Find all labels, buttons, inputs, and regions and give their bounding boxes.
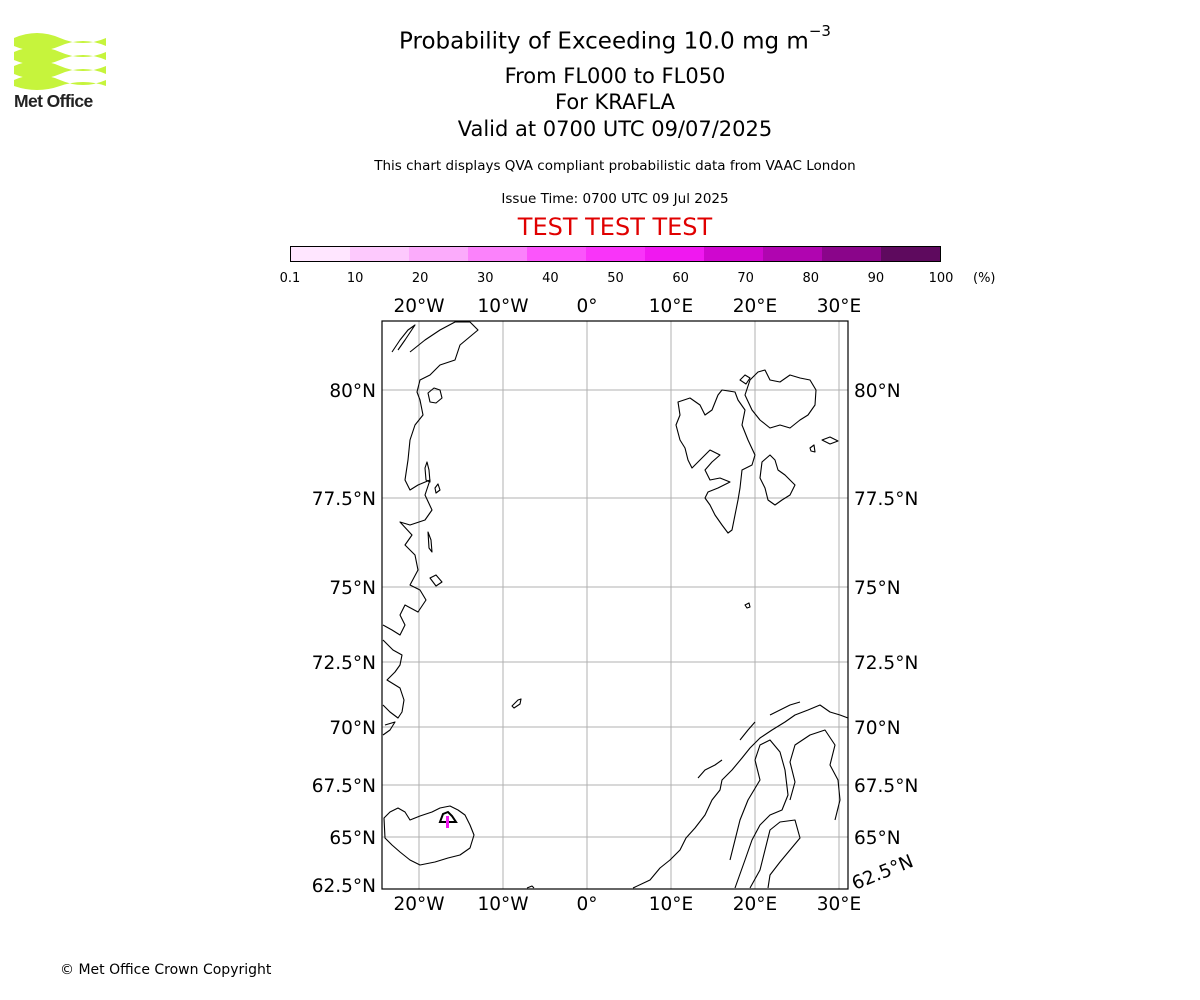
colorbar-tick-label: 100 bbox=[928, 271, 954, 286]
copyright-notice: © Met Office Crown Copyright bbox=[60, 962, 272, 978]
colorbar-segment bbox=[822, 247, 881, 261]
colorbar-tick-label: 30 bbox=[477, 271, 494, 286]
issue-time: Issue Time: 0700 UTC 09 Jul 2025 bbox=[501, 191, 729, 207]
greenland-island bbox=[434, 483, 441, 494]
lon-label-bottom: 0° bbox=[576, 894, 597, 915]
colorbar-segment bbox=[291, 247, 350, 261]
valid-time: Valid at 0700 UTC 09/07/2025 bbox=[457, 117, 773, 141]
chart-title: Probability of Exceeding 10.0 mg m−3 bbox=[0, 22, 1200, 55]
met-office-waves-icon bbox=[14, 33, 106, 90]
logo-text: Met Office bbox=[14, 91, 93, 111]
lat-label-right: 67.5°N bbox=[854, 776, 918, 797]
colorbar-tick-label: 90 bbox=[867, 271, 885, 286]
colorbar-segment bbox=[645, 247, 704, 261]
colorbar-unit: (%) bbox=[973, 271, 996, 286]
colorbar-tick-label: 0.1 bbox=[279, 271, 301, 286]
axis-labels: 20°W 10°W 0° 10°E 20°E 30°E 20°W 10°W 0° 10°E 20°E… bbox=[312, 296, 919, 915]
lat-label-left: 77.5°N bbox=[312, 489, 376, 510]
lat-label-corner: 62.5°N bbox=[849, 851, 916, 895]
volcano-name: For KRAFLA bbox=[555, 90, 675, 114]
ash-probability-area bbox=[438, 810, 458, 828]
bear-island bbox=[744, 602, 751, 609]
lat-label-left: 70°N bbox=[329, 718, 376, 739]
lat-label-left: 65°N bbox=[329, 828, 376, 849]
iceland-coast bbox=[383, 805, 475, 866]
map-frame bbox=[381, 320, 849, 890]
colorbar-segment bbox=[763, 247, 822, 261]
svalbard-coast bbox=[744, 369, 817, 429]
greenland-island bbox=[427, 387, 443, 404]
greenland-island bbox=[429, 574, 443, 587]
probability-colorbar bbox=[290, 246, 941, 262]
flight-level-range: From FL000 to FL050 bbox=[504, 64, 726, 88]
svalbard-island bbox=[809, 444, 816, 453]
met-office-logo: Met Office bbox=[14, 30, 106, 112]
colorbar-tick-label: 50 bbox=[607, 271, 624, 286]
svalbard-island bbox=[739, 374, 751, 385]
lon-label-top: 10°W bbox=[477, 296, 528, 317]
colorbar-tick-label: 10 bbox=[346, 271, 364, 286]
disclaimer-text: This chart displays QVA compliant probab… bbox=[374, 158, 856, 174]
krafla-contour bbox=[438, 810, 458, 823]
colorbar-segment bbox=[409, 247, 468, 261]
lat-label-right: 72.5°N bbox=[854, 653, 918, 674]
lat-label-right: 75°N bbox=[854, 578, 901, 599]
title-exponent: −3 bbox=[808, 22, 831, 40]
lat-label-left: 75°N bbox=[329, 578, 376, 599]
colorbar-segment bbox=[881, 247, 940, 261]
colorbar-tick-label: 40 bbox=[542, 271, 559, 286]
northern-coast-fragment bbox=[526, 885, 535, 889]
lon-label-bottom: 20°W bbox=[393, 894, 444, 915]
sweden-finland-border bbox=[729, 729, 841, 889]
lon-label-top: 20°W bbox=[393, 296, 444, 317]
colorbar-segment bbox=[468, 247, 527, 261]
lon-label-top: 20°E bbox=[733, 296, 777, 317]
lat-label-right: 77.5°N bbox=[854, 489, 918, 510]
greenland-island bbox=[427, 531, 433, 553]
colorbar-tick-label: 70 bbox=[737, 271, 754, 286]
graticule bbox=[382, 321, 848, 889]
colorbar-segment bbox=[704, 247, 763, 261]
colorbar-tick-label: 80 bbox=[802, 271, 820, 286]
colorbar-segment bbox=[586, 247, 645, 261]
lat-label-left: 62.5°N bbox=[312, 876, 376, 897]
ash-probability-cell bbox=[446, 816, 449, 828]
svalbard-coast bbox=[675, 389, 756, 534]
lon-label-top: 10°E bbox=[649, 296, 693, 317]
colorbar-tick-label: 60 bbox=[672, 271, 689, 286]
lat-label-right: 65°N bbox=[854, 828, 901, 849]
lon-label-bottom: 20°E bbox=[733, 894, 777, 915]
svalbard-island bbox=[759, 454, 796, 506]
lat-label-left: 67.5°N bbox=[312, 776, 376, 797]
lon-label-bottom: 30°E bbox=[817, 894, 861, 915]
lon-label-bottom: 10°E bbox=[649, 894, 693, 915]
greenland-island bbox=[424, 461, 431, 483]
lat-label-left: 72.5°N bbox=[312, 653, 376, 674]
colorbar-tick-label: 20 bbox=[411, 271, 429, 286]
lon-label-top: 0° bbox=[576, 296, 597, 317]
coastlines bbox=[382, 321, 849, 889]
colorbar-segment bbox=[527, 247, 586, 261]
lat-label-right: 70°N bbox=[854, 718, 901, 739]
norway-coast bbox=[632, 701, 849, 889]
colorbar-segment bbox=[350, 247, 409, 261]
lat-label-left: 80°N bbox=[329, 381, 376, 402]
svalbard-island bbox=[821, 436, 839, 445]
lat-label-right: 80°N bbox=[854, 381, 901, 402]
title-main: Probability of Exceeding 10.0 mg m bbox=[399, 28, 809, 55]
lon-label-bottom: 10°W bbox=[477, 894, 528, 915]
jan-mayen bbox=[511, 698, 522, 709]
greenland-coast bbox=[382, 321, 479, 736]
test-banner: TEST TEST TEST bbox=[517, 213, 713, 241]
lon-label-top: 30°E bbox=[817, 296, 861, 317]
